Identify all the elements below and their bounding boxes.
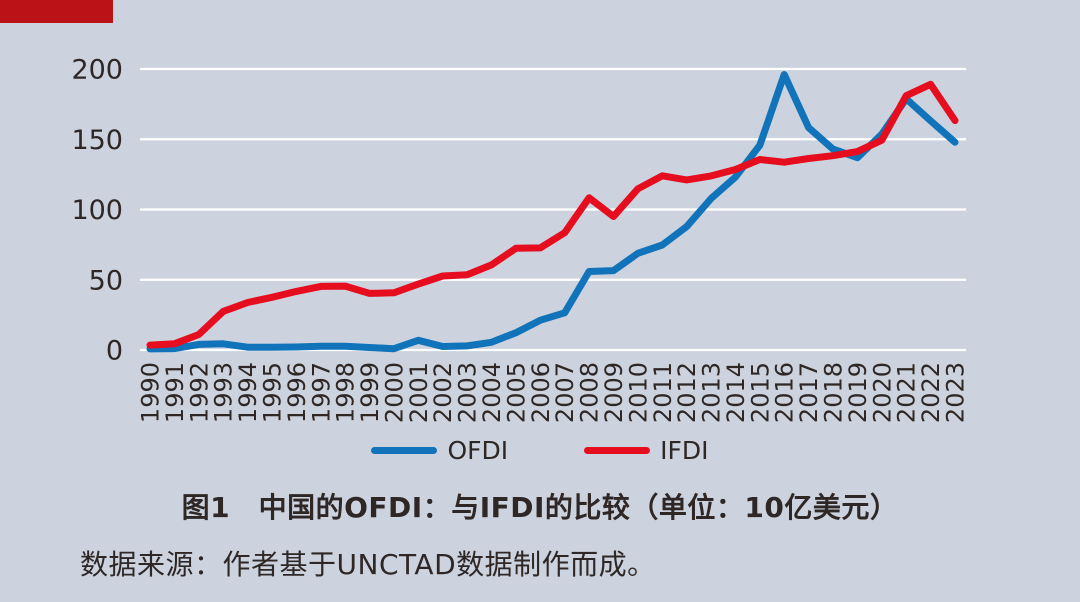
x-tick-label-1992: 1992 (185, 362, 213, 423)
x-tick-label-2017: 2017 (795, 362, 823, 423)
chart-legend: OFDI IFDI (0, 435, 1080, 465)
y-tick-label-50: 50 (89, 265, 123, 296)
x-tick-label-2001: 2001 (405, 362, 433, 423)
x-tick-label-2014: 2014 (722, 362, 750, 423)
x-tick-label-2016: 2016 (771, 362, 799, 423)
x-tick-label-2004: 2004 (478, 362, 506, 423)
x-tick-label-2000: 2000 (380, 362, 408, 423)
x-tick-label-1996: 1996 (283, 362, 311, 423)
y-tick-label-150: 150 (71, 125, 123, 156)
x-tick-label-2012: 2012 (673, 362, 701, 423)
x-tick-label-2009: 2009 (600, 362, 628, 423)
figure-caption: 图1 中国的OFDI：与IFDI的比较（单位：10亿美元） (181, 491, 899, 524)
x-tick-label-2015: 2015 (746, 362, 774, 423)
x-tick-label-2021: 2021 (893, 362, 921, 423)
ifdi-legend-line-swatch (584, 446, 651, 454)
y-tick-label-100: 100 (71, 195, 123, 226)
x-tick-label-1991: 1991 (161, 362, 189, 423)
source-note: 数据来源：作者基于UNCTAD数据制作而成。 (80, 548, 656, 581)
x-tick-label-2013: 2013 (698, 362, 726, 423)
x-tick-label-2023: 2023 (942, 362, 970, 423)
x-tick-label-1994: 1994 (234, 362, 262, 423)
x-tick-label-2007: 2007 (551, 362, 579, 423)
y-tick-label-200: 200 (71, 55, 123, 86)
x-tick-label-1998: 1998 (332, 362, 360, 423)
x-tick-label-2008: 2008 (576, 362, 604, 423)
x-tick-label-1995: 1995 (259, 362, 287, 423)
ofdi-line (146, 71, 959, 353)
x-tick-label-2005: 2005 (502, 362, 530, 423)
x-tick-label-2002: 2002 (429, 362, 457, 423)
top-left-red-bar (0, 0, 113, 23)
x-tick-label-1997: 1997 (307, 362, 335, 423)
x-tick-label-2010: 2010 (624, 362, 652, 423)
x-tick-label-2006: 2006 (527, 362, 555, 423)
x-tick-label-2011: 2011 (649, 362, 677, 423)
y-tick-label-0: 0 (106, 336, 123, 367)
x-tick-label-2019: 2019 (844, 362, 872, 423)
x-tick-label-2018: 2018 (820, 362, 848, 423)
x-tick-label-2003: 2003 (454, 362, 482, 423)
x-tick-label-1993: 1993 (210, 362, 238, 423)
ofdi-legend-line-swatch (371, 446, 438, 454)
ifdi-legend-label: IFDI (660, 435, 709, 465)
ifdi-line (146, 80, 959, 349)
ofdi-legend-label: OFDI (447, 435, 509, 465)
fdi-line-chart: 0 50 100 150 200 1990199119921993199419951996… (71, 55, 970, 424)
x-tick-label-1990: 1990 (137, 362, 165, 423)
x-tick-label-2020: 2020 (868, 362, 896, 423)
x-tick-label-1999: 1999 (356, 362, 384, 423)
x-tick-label-2022: 2022 (917, 362, 945, 423)
